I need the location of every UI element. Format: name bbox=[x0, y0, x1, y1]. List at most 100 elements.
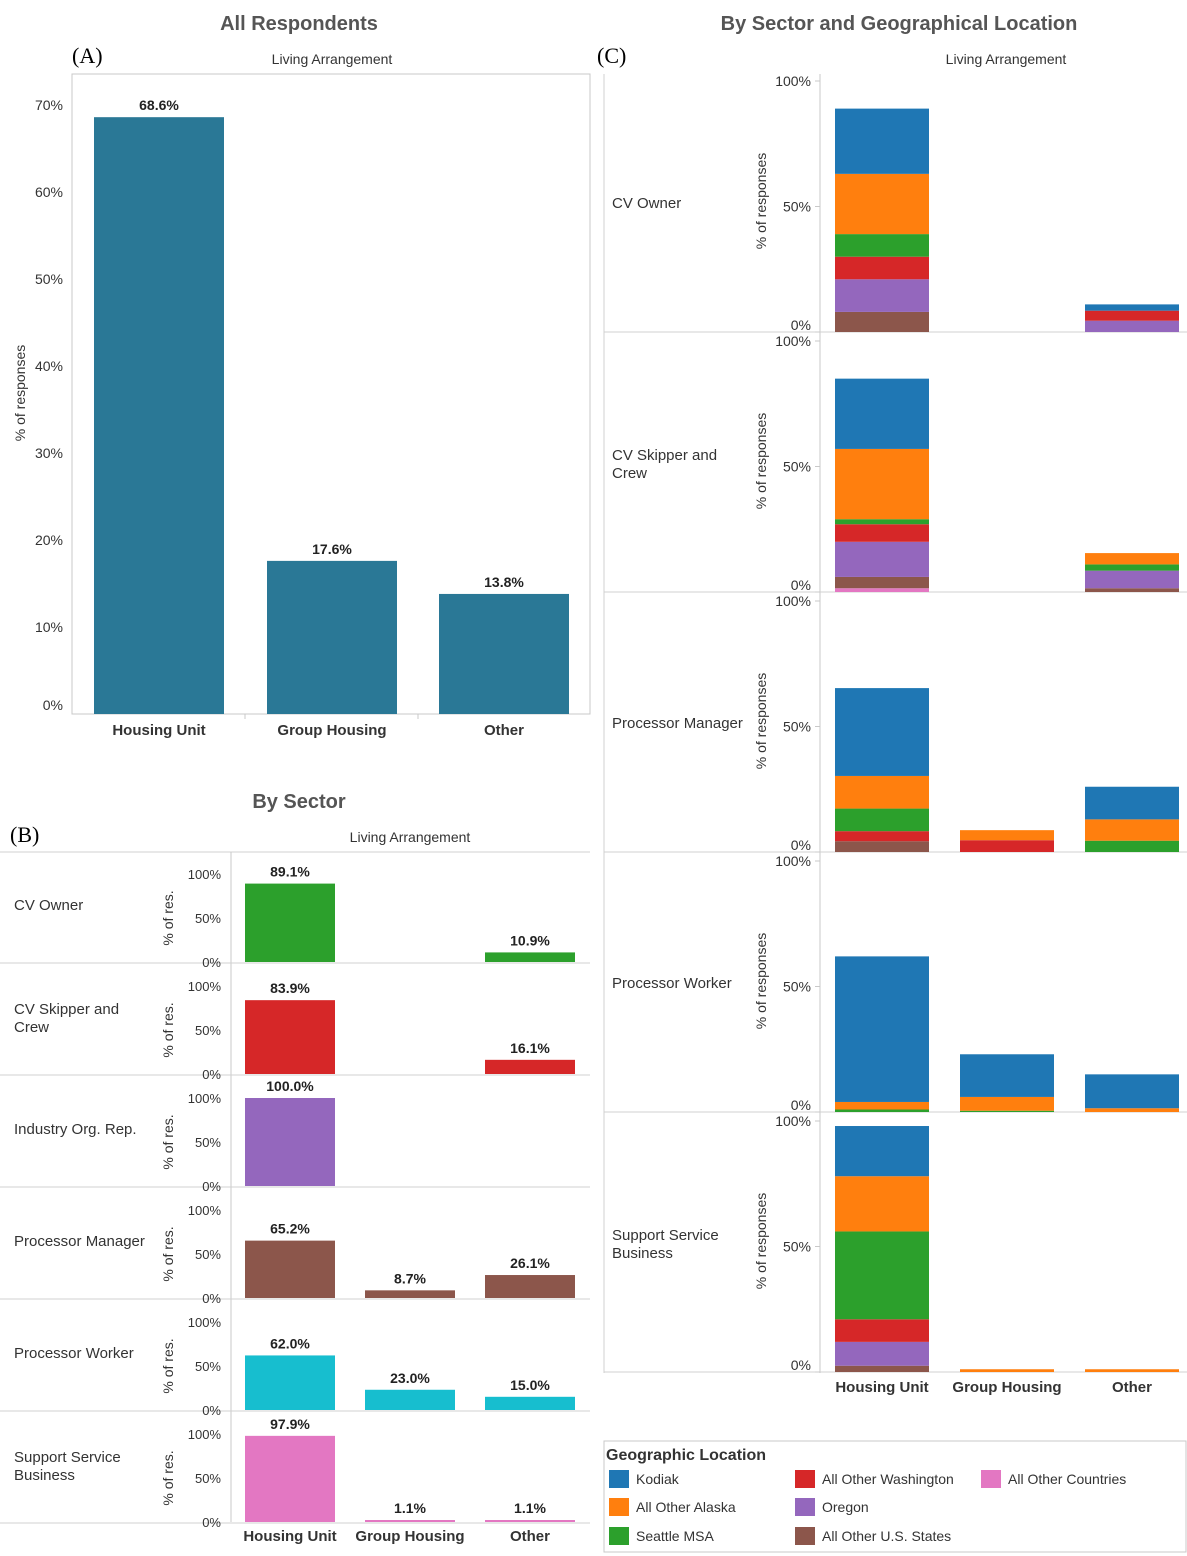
panel-c-segment-support-service-business-other-all-other-alaska bbox=[1085, 1369, 1179, 1372]
panel-b-category-label: Group Housing bbox=[355, 1528, 464, 1545]
panel-b: By Sector (B) Living Arrangement CV Owne… bbox=[0, 791, 590, 1545]
panel-c-segment-support-service-business-housing-unit-kodiak bbox=[835, 1126, 929, 1177]
panel-c-segment-processor-manager-housing-unit-seattle-msa bbox=[835, 808, 929, 832]
panel-a-ytick: 70% bbox=[35, 97, 63, 113]
panel-c-header: Living Arrangement bbox=[946, 51, 1067, 67]
panel-c-bars bbox=[835, 108, 1179, 1372]
panel-b-data-label: 1.1% bbox=[394, 1500, 426, 1516]
panel-c-ylabel: % of responses bbox=[753, 933, 769, 1030]
panel-c-ytick: 0% bbox=[791, 1097, 811, 1113]
panel-c-segment-support-service-business-housing-unit-all-other-alaska bbox=[835, 1176, 929, 1232]
legend: Geographic Location Kodiak All Other Alas… bbox=[603, 1440, 1187, 1553]
panel-c-category-label: Group Housing bbox=[952, 1379, 1061, 1396]
panel-b-data-label: 8.7% bbox=[394, 1270, 426, 1286]
panel-c-segment-processor-manager-group-housing-all-other-alaska bbox=[960, 830, 1054, 841]
legend-label-oregon: Oregon bbox=[822, 1499, 869, 1515]
panel-a-bar-housing-unit bbox=[94, 117, 224, 715]
panel-a-letter: (A) bbox=[72, 43, 103, 68]
panel-b-ytick: 50% bbox=[195, 911, 221, 926]
panel-b-header: Living Arrangement bbox=[350, 829, 471, 845]
panel-b-row-label: Processor Worker bbox=[14, 1345, 134, 1362]
panel-c-ytick: 50% bbox=[783, 1239, 811, 1255]
panel-c-segment-cv-skipper-and-crew-other-all-other-u-s-states bbox=[1085, 588, 1179, 592]
legend-title: Geographic Location bbox=[606, 1447, 766, 1464]
panel-b-data-label: 100.0% bbox=[266, 1078, 314, 1094]
panel-b-bar-cv-skipper-and-crew-housing-unit bbox=[245, 1000, 335, 1074]
panel-c-segment-cv-skipper-and-crew-housing-unit-all-other-u-s-states bbox=[835, 576, 929, 589]
panel-b-row-label: Business bbox=[14, 1467, 75, 1484]
panel-a-ytick: 50% bbox=[35, 271, 63, 287]
panel-a-ytick: 10% bbox=[35, 619, 63, 635]
panel-c-segment-cv-owner-housing-unit-all-other-u-s-states bbox=[835, 311, 929, 332]
legend-swatch-kodiak bbox=[609, 1470, 629, 1488]
panel-c-categories: Housing Unit Group Housing Other bbox=[835, 1379, 1152, 1396]
legend-label-seattle-msa: Seattle MSA bbox=[636, 1528, 714, 1544]
panel-b-ytick: 100% bbox=[188, 1203, 222, 1218]
panel-b-bar-processor-worker-other bbox=[485, 1396, 575, 1410]
panel-c-ytick: 100% bbox=[775, 593, 811, 609]
legend-swatch-all-other-washington bbox=[795, 1470, 815, 1488]
panel-a-ytick: 0% bbox=[43, 697, 63, 713]
panel-c-segment-processor-worker-housing-unit-seattle-msa bbox=[835, 1109, 929, 1112]
panel-c-segment-cv-skipper-and-crew-other-oregon bbox=[1085, 570, 1179, 589]
panel-b-bar-cv-owner-housing-unit bbox=[245, 883, 335, 962]
legend-swatch-all-other-alaska bbox=[609, 1498, 629, 1516]
panel-b-row-label: CV Owner bbox=[14, 897, 83, 914]
panel-b-ylabel: % of res. bbox=[160, 890, 176, 945]
panel-b-row-label: Crew bbox=[14, 1019, 49, 1036]
panel-c-segment-cv-owner-housing-unit-all-other-alaska bbox=[835, 173, 929, 235]
panel-c-segment-processor-worker-housing-unit-all-other-alaska bbox=[835, 1101, 929, 1110]
panel-b-data-label: 26.1% bbox=[510, 1255, 550, 1271]
panel-c-segment-processor-worker-group-housing-seattle-msa bbox=[960, 1110, 1054, 1112]
panel-b-bar-industry-org-rep-housing-unit bbox=[245, 1098, 335, 1186]
panel-c-category-label: Other bbox=[1112, 1379, 1152, 1396]
panel-b-ylabel: % of res. bbox=[160, 1338, 176, 1393]
panel-b-ylabel: % of res. bbox=[160, 1002, 176, 1057]
panel-c-ytick: 50% bbox=[783, 199, 811, 215]
panel-b-row-label: Industry Org. Rep. bbox=[14, 1121, 137, 1138]
panel-c-row-label: Business bbox=[612, 1245, 673, 1262]
panel-c-ylabel: % of responses bbox=[753, 673, 769, 770]
panel-c-ytick: 50% bbox=[783, 979, 811, 995]
panel-b-ylabel: % of res. bbox=[160, 1450, 176, 1505]
panel-b-bar-processor-worker-housing-unit bbox=[245, 1355, 335, 1410]
panel-a-category-label: Other bbox=[484, 722, 524, 739]
panel-a-data-label: 17.6% bbox=[312, 541, 352, 557]
panel-c-ytick: 0% bbox=[791, 1357, 811, 1373]
panel-c-segment-cv-skipper-and-crew-housing-unit-all-other-alaska bbox=[835, 448, 929, 520]
panel-c-ylabel: % of responses bbox=[753, 153, 769, 250]
panel-b-ytick: 50% bbox=[195, 1135, 221, 1150]
panel-c-segment-support-service-business-housing-unit-seattle-msa bbox=[835, 1231, 929, 1320]
panel-a-y-ticks: 0% 10% 20% 30% 40% 50% 60% 70% bbox=[35, 97, 63, 713]
panel-b-ytick: 100% bbox=[188, 1091, 222, 1106]
panel-c-segment-cv-owner-other-oregon bbox=[1085, 320, 1179, 332]
panel-b-ylabel: % of res. bbox=[160, 1226, 176, 1281]
panel-c-segment-processor-manager-other-all-other-alaska bbox=[1085, 819, 1179, 841]
panel-b-letter: (B) bbox=[10, 822, 39, 847]
panel-c-ytick: 0% bbox=[791, 577, 811, 593]
panel-b-bar-processor-manager-other bbox=[485, 1275, 575, 1298]
legend-label-all-other-countries: All Other Countries bbox=[1008, 1471, 1126, 1487]
panel-c-category-label: Housing Unit bbox=[835, 1379, 928, 1396]
panel-b-ytick: 100% bbox=[188, 1315, 222, 1330]
panel-c-segment-cv-skipper-and-crew-other-seattle-msa bbox=[1085, 564, 1179, 571]
panel-b-bar-processor-manager-housing-unit bbox=[245, 1240, 335, 1298]
panel-c-segment-processor-manager-group-housing-all-other-washington bbox=[960, 840, 1054, 852]
panel-a-title: All Respondents bbox=[220, 13, 378, 35]
panel-b-data-label: 83.9% bbox=[270, 980, 310, 996]
panel-b-ytick: 50% bbox=[195, 1023, 221, 1038]
panel-a-data-label: 13.8% bbox=[484, 574, 524, 590]
panel-c-ytick: 100% bbox=[775, 1113, 811, 1129]
panel-c-ytick: 100% bbox=[775, 73, 811, 89]
panel-b-bar-support-service-business-housing-unit bbox=[245, 1435, 335, 1522]
panel-a-category-label: Housing Unit bbox=[112, 722, 205, 739]
panel-c-row-label: Processor Manager bbox=[612, 715, 743, 732]
panel-b-ytick: 50% bbox=[195, 1359, 221, 1374]
panel-b-data-label: 1.1% bbox=[514, 1500, 546, 1516]
panel-b-ytick: 100% bbox=[188, 1427, 222, 1442]
panel-c-segment-cv-skipper-and-crew-housing-unit-all-other-washington bbox=[835, 524, 929, 542]
panel-c-segment-cv-skipper-and-crew-housing-unit-kodiak bbox=[835, 378, 929, 449]
panel-c-segment-processor-manager-housing-unit-kodiak bbox=[835, 688, 929, 776]
panel-b-ytick: 100% bbox=[188, 979, 222, 994]
panel-b-data-label: 10.9% bbox=[510, 932, 550, 948]
